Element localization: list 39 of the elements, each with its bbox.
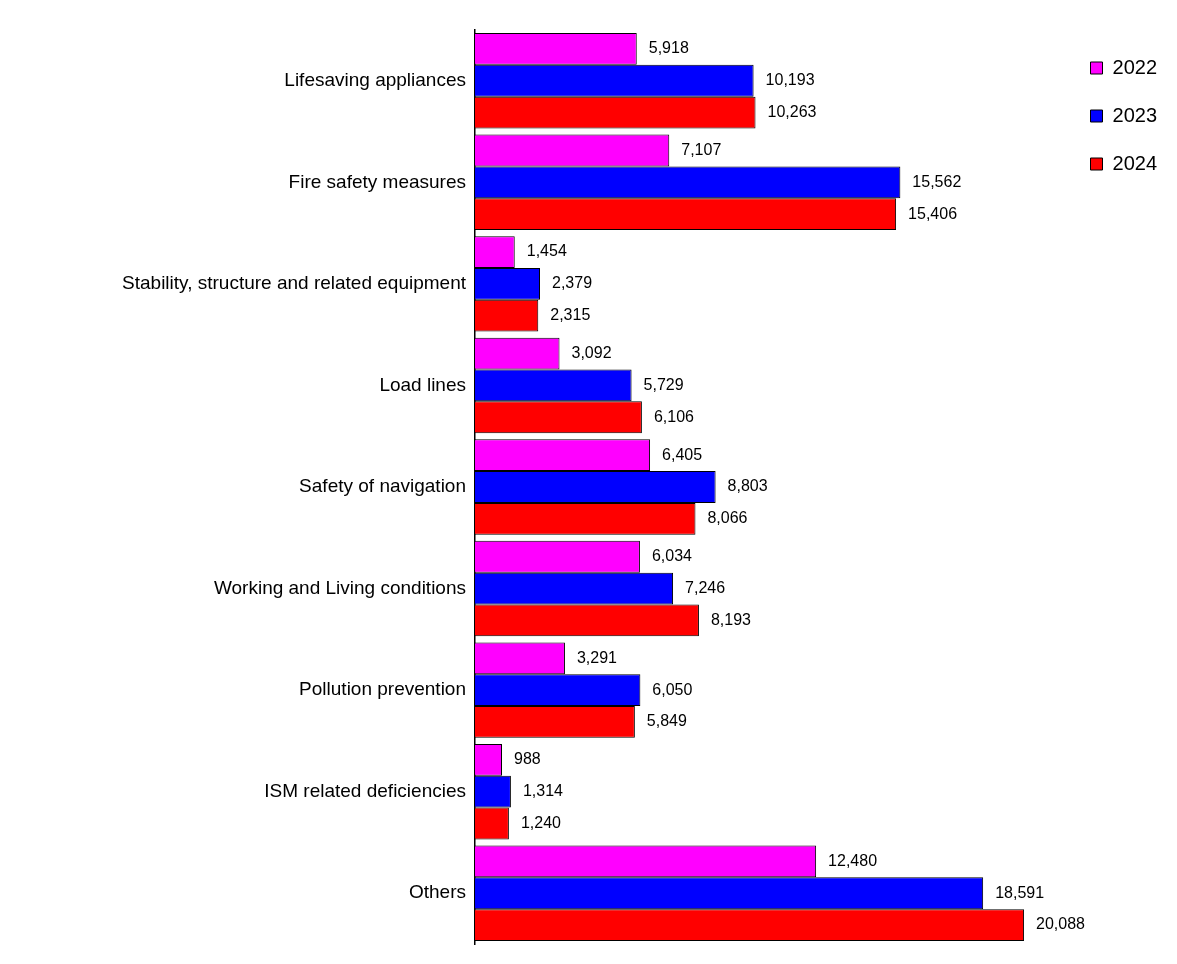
data-label: 988 — [514, 750, 541, 768]
y-tick-label: Others — [408, 881, 466, 903]
data-label: 15,406 — [908, 204, 958, 222]
y-tick-label: Safety of navigation — [299, 475, 466, 497]
y-tick-label: Lifesaving appliances — [284, 69, 466, 91]
data-label: 6,050 — [652, 680, 693, 698]
y-tick-label: Fire safety measures — [288, 170, 466, 192]
data-label: 12,480 — [828, 851, 878, 869]
data-label: 7,107 — [681, 140, 722, 158]
data-label: 1,240 — [520, 813, 562, 831]
data-label: 8,193 — [710, 610, 752, 628]
data-label: 5,849 — [646, 712, 688, 730]
data-label: 20,088 — [1036, 915, 1086, 933]
y-tick-label: Load lines — [379, 373, 466, 395]
y-tick-label: ISM related deficiencies — [264, 779, 466, 801]
data-label: 1,454 — [526, 242, 567, 260]
data-label: 3,291 — [576, 648, 618, 666]
data-label: 18,591 — [995, 883, 1045, 901]
data-label: 5,729 — [643, 375, 684, 393]
data-label: 6,034 — [651, 547, 693, 565]
data-label: 3,092 — [571, 344, 612, 362]
data-label: 5,918 — [648, 39, 689, 57]
data-label: 2,315 — [550, 306, 591, 324]
data-label: 6,106 — [653, 407, 695, 425]
data-label: 6,405 — [662, 445, 703, 463]
y-tick-label: Working and Living conditions — [213, 576, 466, 598]
y-tick-label: Pollution prevention — [299, 678, 466, 700]
y-tick-label: Stability, structure and related equipment — [122, 272, 467, 294]
data-label: 10,193 — [765, 71, 815, 89]
legend-label: 2024 — [1112, 151, 1158, 174]
legend-label: 2023 — [1112, 103, 1158, 126]
data-label: 8,066 — [707, 509, 748, 527]
data-label: 10,263 — [767, 103, 817, 120]
data-label: 8,803 — [727, 477, 768, 495]
data-label: 1,314 — [522, 782, 564, 800]
data-label: 2,379 — [552, 274, 593, 292]
data-label: 15,562 — [912, 172, 962, 190]
data-label: 7,246 — [685, 578, 726, 596]
legend-label: 2022 — [1112, 55, 1158, 78]
